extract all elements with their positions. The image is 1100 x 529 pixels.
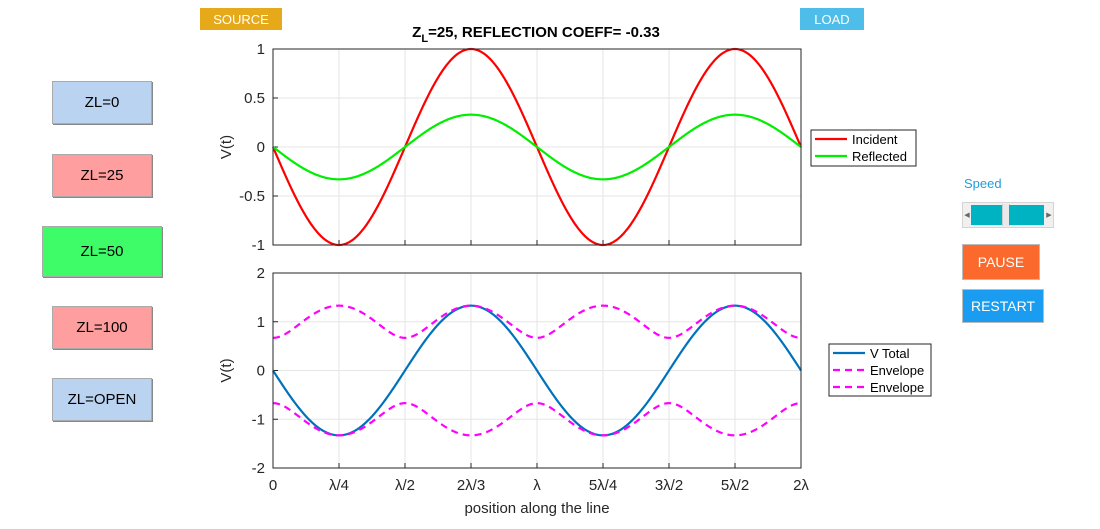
series-reflected [272, 113, 802, 181]
slider-left-arrow-icon[interactable]: ◀ [964, 212, 970, 219]
chart-title: ZL=25, REFLECTION COEFF= -0.33 [412, 24, 660, 45]
y-axis-label: V(t) [218, 358, 235, 382]
y-tick-label: -0.5 [239, 188, 265, 205]
y-tick-label: 2 [257, 265, 265, 282]
y-tick-label: 1 [257, 314, 265, 331]
legend-entry: Reflected [852, 149, 907, 164]
y-tick-label: -1 [252, 411, 265, 428]
speed-slider[interactable]: ◀ ▶ [962, 202, 1054, 228]
axes-box [272, 272, 802, 469]
zl-25-button[interactable]: ZL=25 [52, 154, 152, 197]
slider-trough-left [971, 205, 1004, 225]
slider-right-arrow-icon[interactable]: ▶ [1046, 212, 1052, 219]
x-tick-label: λ/4 [329, 477, 349, 494]
y-tick-label: -2 [252, 460, 265, 477]
legend-entry: V Total [870, 346, 910, 361]
slider-trough-right [1009, 205, 1044, 225]
x-axis-label: position along the line [464, 500, 609, 517]
zl-100-button[interactable]: ZL=100 [52, 306, 152, 349]
zl-50-button[interactable]: ZL=50 [42, 226, 162, 277]
source-label: SOURCE [200, 8, 282, 30]
y-axis-label: V(t) [218, 135, 235, 159]
series-v-total [272, 304, 802, 437]
pause-button[interactable]: PAUSE [962, 244, 1040, 280]
y-tick-label: 1 [257, 41, 265, 58]
legend-entry: Envelope [870, 363, 924, 378]
speed-label: Speed [964, 176, 1002, 191]
x-tick-label: λ/2 [395, 477, 415, 494]
zl-0-button[interactable]: ZL=0 [52, 81, 152, 124]
y-tick-label: 0 [257, 363, 265, 380]
legend-entry: Incident [852, 132, 898, 147]
x-tick-label: 5λ/4 [589, 477, 617, 494]
x-tick-label: 0 [269, 477, 277, 494]
x-tick-label: 2λ [793, 477, 809, 494]
y-tick-label: 0 [257, 139, 265, 156]
zl-open-button[interactable]: ZL=OPEN [52, 378, 152, 421]
x-tick-label: 2λ/3 [457, 477, 485, 494]
x-tick-label: 5λ/2 [721, 477, 749, 494]
axes-box [272, 48, 802, 246]
x-tick-label: 3λ/2 [655, 477, 683, 494]
series-envelope [272, 304, 802, 339]
load-label: LOAD [800, 8, 864, 30]
legend [810, 129, 917, 167]
restart-button[interactable]: RESTART [962, 289, 1044, 323]
x-tick-label: λ [533, 477, 541, 494]
series-envelope [272, 402, 802, 437]
y-tick-label: 0.5 [244, 90, 265, 107]
y-tick-label: -1 [252, 237, 265, 254]
legend-entry: Envelope [870, 380, 924, 395]
